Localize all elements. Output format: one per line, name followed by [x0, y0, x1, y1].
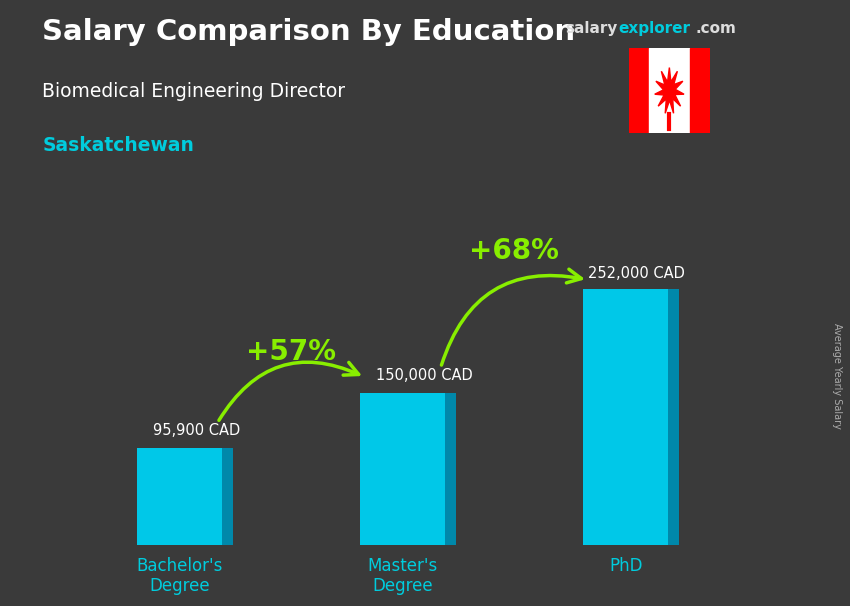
Bar — [649, 48, 689, 133]
Polygon shape — [222, 448, 233, 545]
Text: +68%: +68% — [469, 238, 559, 265]
Text: Salary Comparison By Education: Salary Comparison By Education — [42, 18, 575, 46]
Bar — [629, 48, 649, 133]
Text: 252,000 CAD: 252,000 CAD — [588, 267, 685, 281]
Polygon shape — [360, 393, 445, 545]
Polygon shape — [668, 289, 679, 545]
Text: Average Yearly Salary: Average Yearly Salary — [832, 323, 842, 428]
Text: +57%: +57% — [246, 338, 336, 366]
Polygon shape — [445, 393, 456, 545]
Text: salary: salary — [565, 21, 618, 36]
Text: explorer: explorer — [618, 21, 690, 36]
Text: Biomedical Engineering Director: Biomedical Engineering Director — [42, 82, 346, 101]
Text: Saskatchewan: Saskatchewan — [42, 136, 195, 155]
Polygon shape — [654, 67, 684, 113]
Polygon shape — [583, 289, 668, 545]
Text: .com: .com — [695, 21, 736, 36]
Text: 95,900 CAD: 95,900 CAD — [153, 424, 240, 439]
Polygon shape — [137, 448, 222, 545]
Text: 150,000 CAD: 150,000 CAD — [376, 368, 473, 384]
Bar — [689, 48, 710, 133]
